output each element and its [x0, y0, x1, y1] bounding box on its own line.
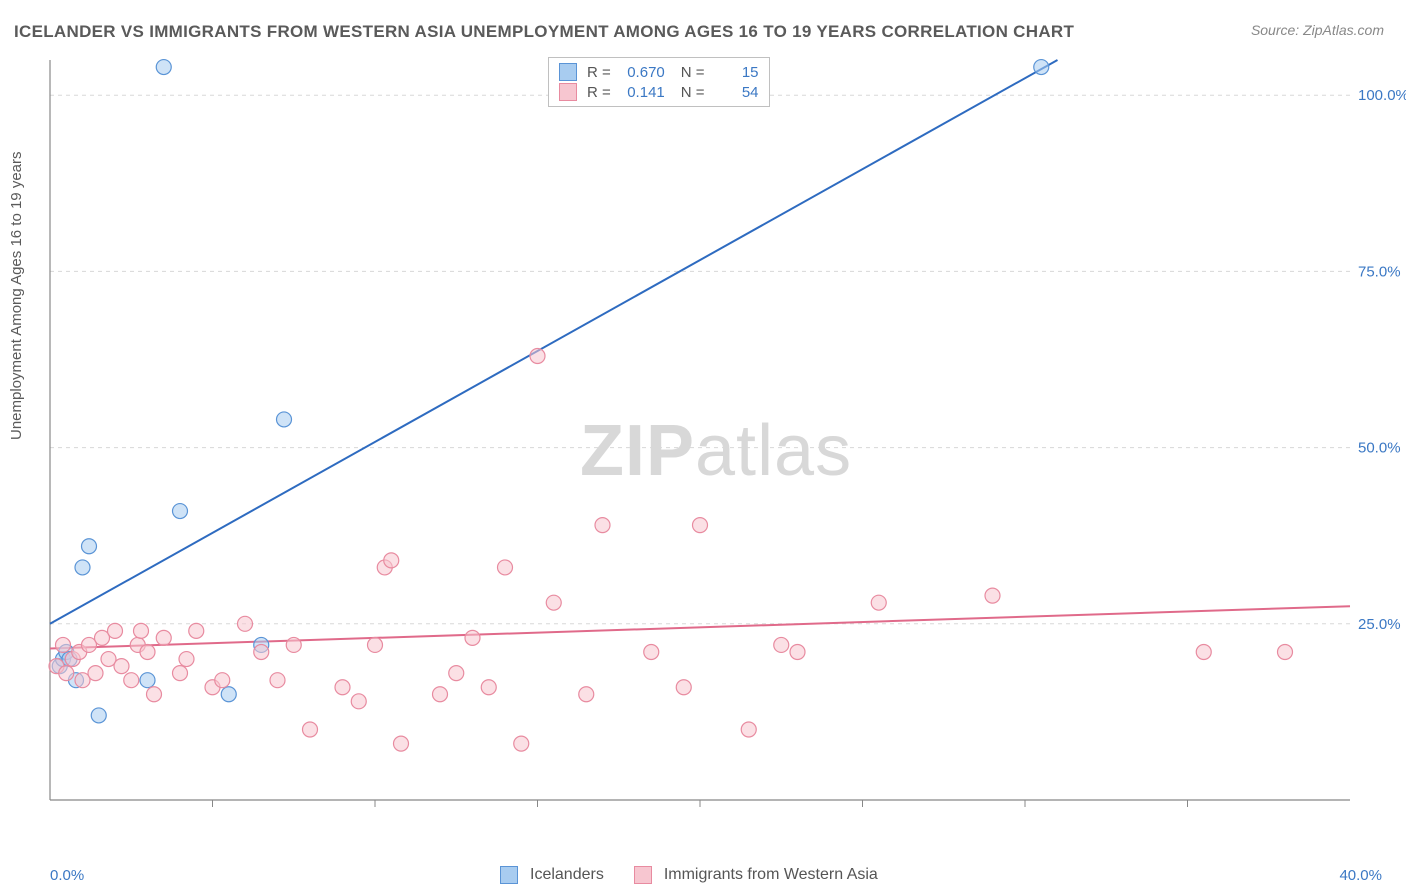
legend-r-value-1: 0.670	[617, 64, 665, 81]
x-axis-start-label: 0.0%	[50, 867, 84, 884]
svg-text:100.0%: 100.0%	[1358, 87, 1406, 104]
svg-text:75.0%: 75.0%	[1358, 263, 1401, 280]
legend-r-label-2: R =	[587, 84, 611, 101]
legend-item-1-label: Icelanders	[530, 866, 604, 884]
legend-r-label: R =	[587, 64, 611, 81]
legend-row-series2: R = 0.141 N = 54	[559, 82, 759, 102]
svg-text:25.0%: 25.0%	[1358, 616, 1401, 633]
chart-plot: 25.0% 50.0% 75.0% 100.0%	[0, 0, 1406, 892]
legend-n-value-1: 15	[711, 64, 759, 81]
x-axis-end-label: 40.0%	[1339, 867, 1382, 884]
legend-row-series1: R = 0.670 N = 15	[559, 62, 759, 82]
legend-item-1: Icelanders	[500, 866, 604, 884]
legend-correlation: R = 0.670 N = 15 R = 0.141 N = 54	[548, 57, 770, 107]
swatch-blue-icon	[500, 866, 518, 884]
legend-series: Icelanders Immigrants from Western Asia	[500, 866, 878, 884]
legend-item-2-label: Immigrants from Western Asia	[664, 866, 878, 884]
legend-n-value-2: 54	[711, 84, 759, 101]
svg-text:50.0%: 50.0%	[1358, 440, 1401, 457]
legend-n-label-2: N =	[681, 84, 705, 101]
legend-item-2: Immigrants from Western Asia	[634, 866, 878, 884]
legend-n-label: N =	[681, 64, 705, 81]
swatch-blue-icon	[559, 63, 577, 81]
swatch-pink-icon	[559, 83, 577, 101]
legend-r-value-2: 0.141	[617, 84, 665, 101]
swatch-pink-icon	[634, 866, 652, 884]
